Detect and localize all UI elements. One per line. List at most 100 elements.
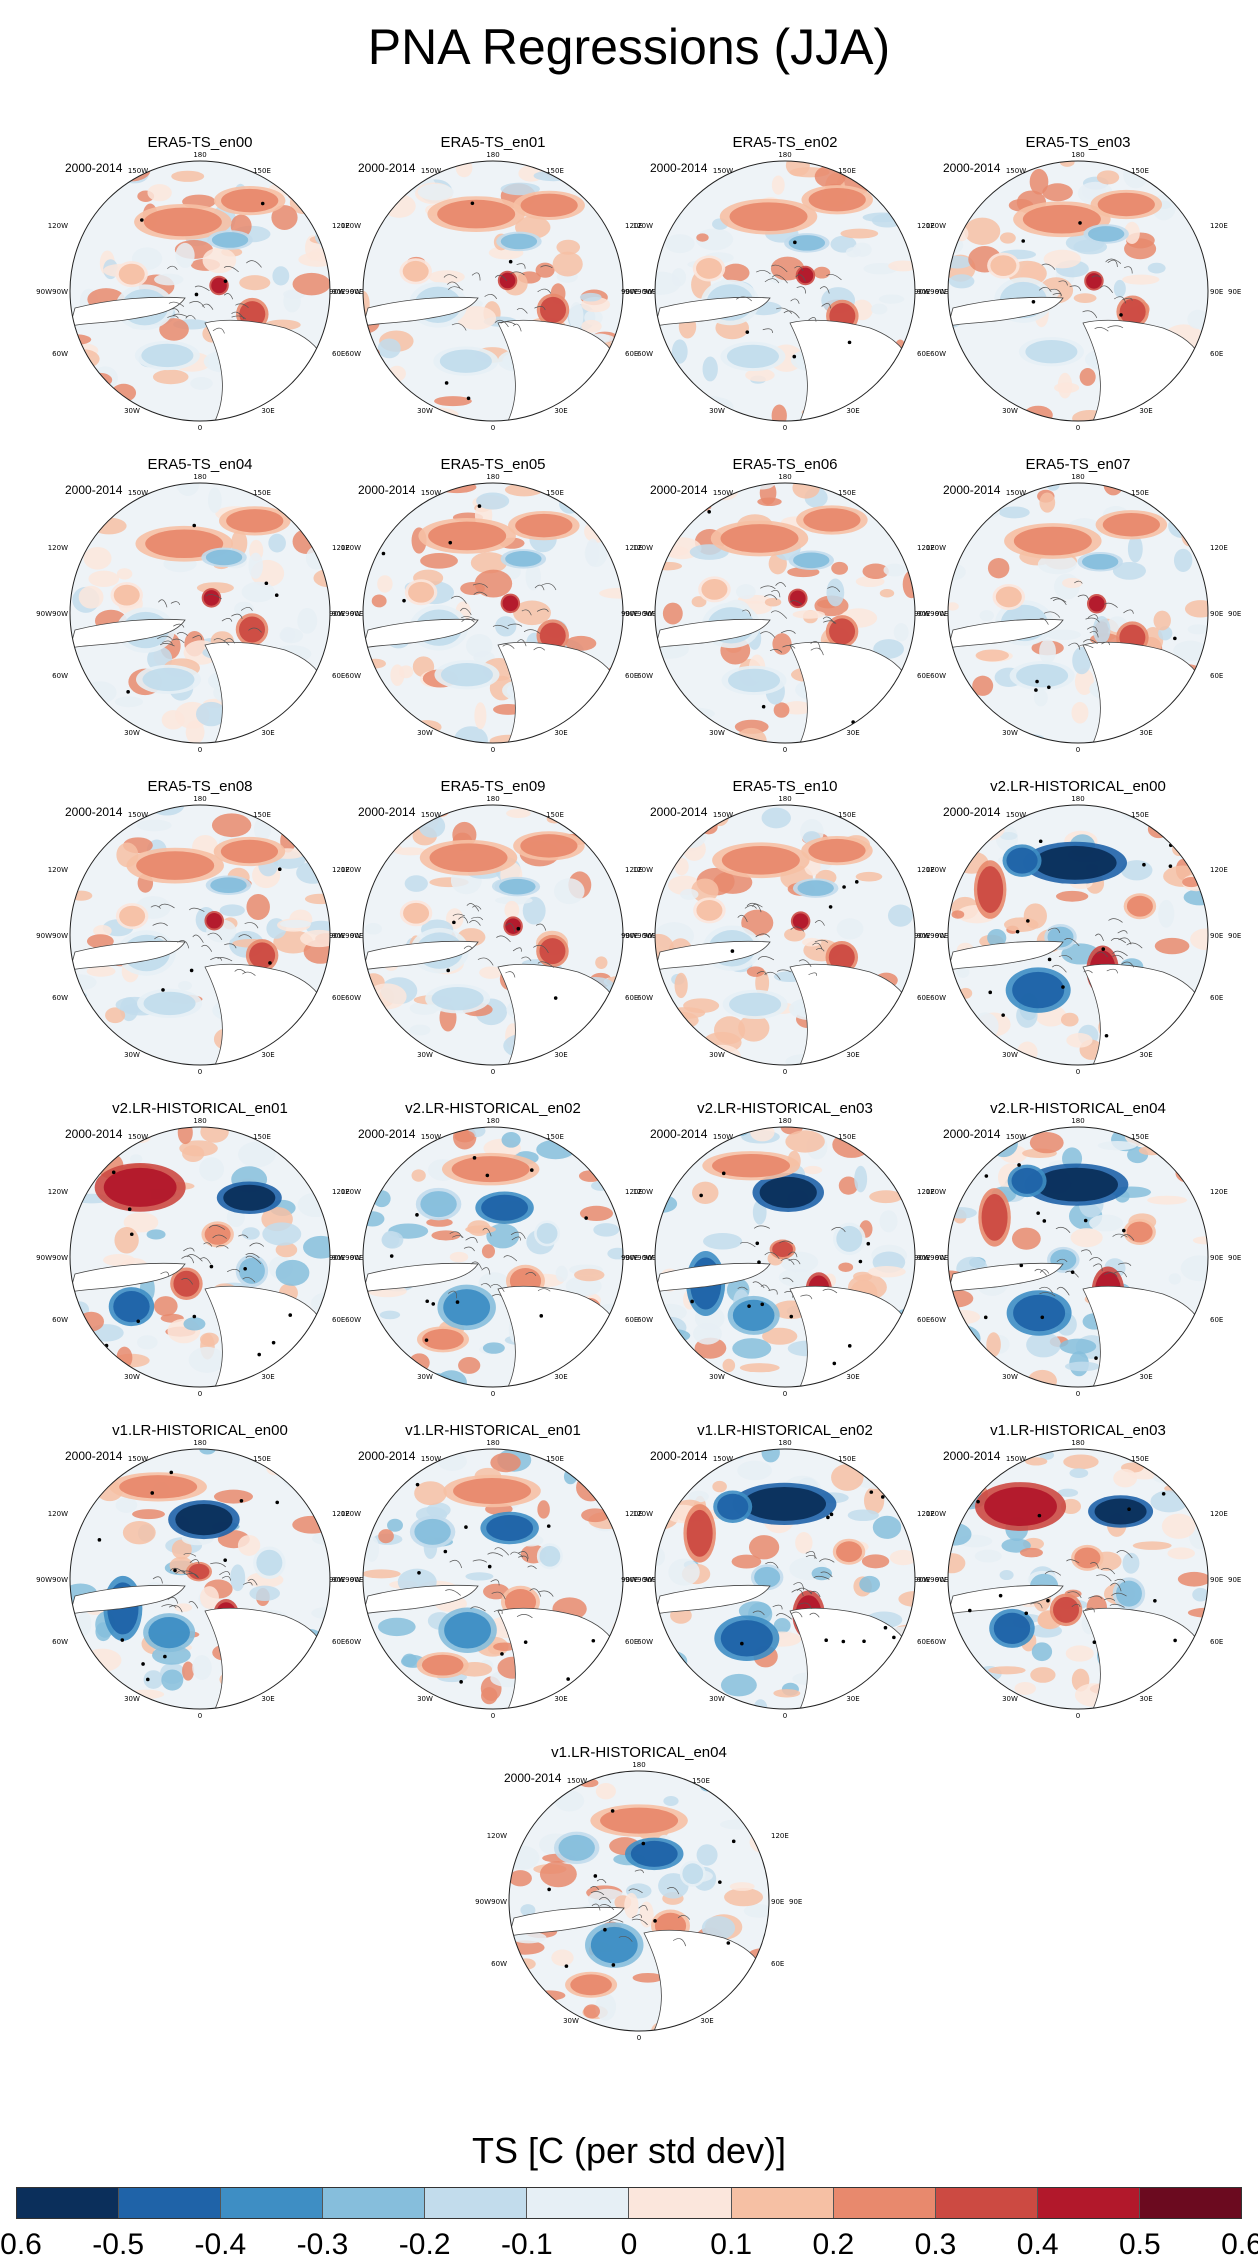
lon-label-left-a: 90W: [475, 1898, 491, 1906]
colorbar-cell: [1139, 2188, 1241, 2218]
lon-label-bottom-left: 30W: [709, 1695, 725, 1703]
panel-title: ERA5-TS_en05: [440, 456, 546, 473]
lon-label-bottom-right: 30E: [554, 1051, 567, 1059]
lon-label-top-right: 150E: [546, 1455, 564, 1463]
lon-label-bottom: 0: [491, 424, 495, 432]
map-boundary: [947, 1126, 1209, 1388]
lon-label-top-left: 150W: [421, 1133, 441, 1141]
panel-period-label: 2000-2014: [358, 161, 416, 175]
lon-label-bottom-left: 30W: [417, 1373, 433, 1381]
lon-label-bottom-right: 30E: [554, 1373, 567, 1381]
lon-label-lower-right: 60E: [625, 1316, 638, 1324]
lon-label-right-b: 90E: [350, 610, 363, 618]
lon-label-right-a: 90E: [1210, 288, 1223, 296]
map-panel: ERA5-TS_en07 180 150W 150E 120W 120E 90W 90W 90E…: [914, 456, 1241, 756]
lon-label-top-right: 150E: [838, 1133, 856, 1141]
lon-label-upper-left: 120W: [487, 1832, 507, 1840]
lon-label-upper-right: 120E: [625, 1510, 643, 1518]
lon-label-left-a: 90W: [36, 1254, 52, 1262]
lon-label-right-b: 90E: [1228, 1576, 1241, 1584]
lon-label-right-b: 90E: [350, 932, 363, 940]
map-boundary: [947, 1448, 1209, 1710]
lon-label-bottom: 0: [198, 746, 202, 754]
lon-label-top-right: 150E: [838, 489, 856, 497]
lon-label-left-a: 90W: [36, 932, 52, 940]
lon-label-top-right: 150E: [1131, 1455, 1149, 1463]
lon-label-left-a: 90W: [36, 1576, 52, 1584]
map-panel: v1.LR-HISTORICAL_en03 180 150W 150E 120W 120E…: [914, 1422, 1241, 1722]
lon-label-upper-left: 120W: [633, 222, 653, 230]
lon-label-top: 180: [486, 1117, 499, 1125]
lon-label-bottom: 0: [198, 1068, 202, 1076]
lon-label-lower-right: 60E: [917, 1638, 930, 1646]
lon-label-upper-left: 120W: [926, 544, 946, 552]
lon-label-bottom: 0: [783, 1068, 787, 1076]
figure-title: PNA Regressions (JJA): [367, 19, 891, 75]
colorbar-tick-label: -0.3: [296, 2228, 349, 2261]
map-panel: v2.LR-HISTORICAL_en02 180 150W 150E 120W 120E…: [329, 1100, 656, 1400]
lon-label-upper-left: 120W: [341, 1510, 361, 1518]
map-field: [948, 1127, 1208, 1387]
lon-label-left-b: 90W: [930, 610, 946, 618]
lon-label-top: 180: [1071, 1117, 1084, 1125]
colorbar-cell: [935, 2188, 1038, 2218]
panel-title: v2.LR-HISTORICAL_en01: [112, 1100, 288, 1117]
lon-label-bottom: 0: [783, 1712, 787, 1720]
lon-label-left-b: 90W: [930, 932, 946, 940]
lon-label-right-b: 90E: [643, 1576, 656, 1584]
lon-label-lower-right: 60E: [625, 994, 638, 1002]
lon-label-left-a: 90W: [621, 288, 637, 296]
map-panel: ERA5-TS_en02 180 150W 150E 120W 120E 90W 90W 90E…: [621, 134, 948, 434]
panel-title: ERA5-TS_en10: [732, 778, 838, 795]
panel-period-label: 2000-2014: [943, 1449, 1001, 1463]
map-boundary: [654, 482, 916, 744]
lon-label-lower-right: 60E: [917, 1316, 930, 1324]
lon-label-top-right: 150E: [692, 1777, 710, 1785]
lon-label-right-a: 90E: [917, 610, 930, 618]
lon-label-upper-left: 120W: [926, 866, 946, 874]
lon-label-right-a: 90E: [332, 1254, 345, 1262]
lon-label-left-b: 90W: [52, 1576, 68, 1584]
panel-period-label: 2000-2014: [943, 483, 1001, 497]
panel-title: ERA5-TS_en03: [1025, 134, 1131, 151]
lon-label-bottom: 0: [1076, 746, 1080, 754]
lon-label-right-a: 90E: [917, 932, 930, 940]
lon-label-right-b: 90E: [935, 1576, 948, 1584]
lon-label-bottom-left: 30W: [417, 729, 433, 737]
lon-label-lower-left: 60W: [52, 994, 68, 1002]
lon-label-lower-right: 60E: [917, 350, 930, 358]
map-panel: v2.LR-HISTORICAL_en01 180 150W 150E 120W 120E…: [36, 1100, 363, 1400]
lon-label-upper-right: 120E: [1210, 1510, 1228, 1518]
lon-label-lower-right: 60E: [332, 350, 345, 358]
map-boundary: [362, 1448, 624, 1710]
lon-label-right-a: 90E: [917, 288, 930, 296]
colorbar-cell: [1037, 2188, 1140, 2218]
map-panel: ERA5-TS_en01 180 150W 150E 120W 120E 90W 90W 90E…: [329, 134, 656, 434]
colorbar-cell: [629, 2188, 732, 2218]
lon-label-right-a: 90E: [332, 932, 345, 940]
lon-label-top-right: 150E: [253, 489, 271, 497]
map-panel: v1.LR-HISTORICAL_en04 180 150W 150E 120W 120E…: [475, 1744, 802, 2044]
panel-period-label: 2000-2014: [504, 1771, 562, 1785]
panel-title: v2.LR-HISTORICAL_en02: [405, 1100, 581, 1117]
lon-label-bottom-left: 30W: [124, 729, 140, 737]
lon-label-lower-left: 60W: [930, 350, 946, 358]
lon-label-bottom-right: 30E: [1139, 729, 1152, 737]
map-boundary: [654, 1448, 916, 1710]
colorbar-tick-label: -0.6: [0, 2228, 42, 2261]
lon-label-bottom-right: 30E: [554, 1695, 567, 1703]
map-field: [363, 483, 623, 743]
map-field: [363, 1127, 623, 1387]
panel-title: ERA5-TS_en09: [440, 778, 546, 795]
lon-label-right-b: 90E: [1228, 932, 1241, 940]
lon-label-left-a: 90W: [329, 288, 345, 296]
lon-label-lower-left: 60W: [52, 350, 68, 358]
lon-label-upper-left: 120W: [48, 1188, 68, 1196]
map-boundary: [362, 804, 624, 1066]
lon-label-upper-right: 120E: [1210, 222, 1228, 230]
map-boundary: [654, 160, 916, 422]
lon-label-right-a: 90E: [332, 610, 345, 618]
